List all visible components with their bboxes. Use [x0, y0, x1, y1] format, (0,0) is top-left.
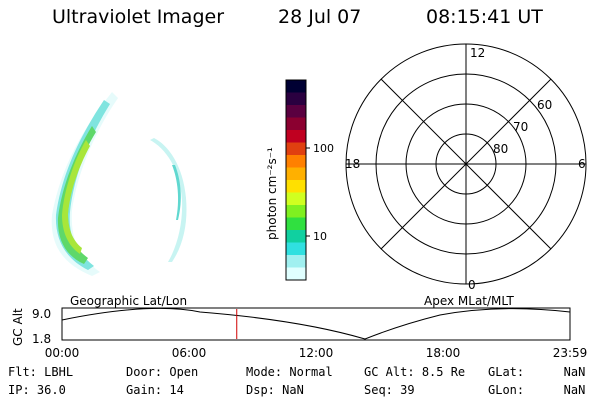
colorbar-swatch: [286, 117, 306, 131]
timeline-x-tick: 12:00: [299, 346, 334, 360]
orbit-altitude-curve: [61, 307, 571, 340]
timeline-left-title: Geographic Lat/Lon: [70, 294, 187, 308]
status-flt: Flt: LBHL: [8, 365, 73, 379]
status-flt-value: LBHL: [44, 365, 74, 379]
status-glon-label: GLon:: [488, 383, 525, 397]
status-flt-label: Flt:: [8, 365, 37, 379]
instrument-title: Ultraviolet Imager: [52, 6, 225, 28]
mlt-label-0: 0: [468, 278, 476, 292]
status-mode-label: Mode:: [246, 365, 283, 379]
status-mode: Mode: Normal: [246, 365, 333, 379]
colorbar-swatch: [286, 130, 306, 143]
timeline-y-tick: 1.8: [32, 332, 51, 346]
mlt-label-18: 18: [345, 157, 360, 171]
status-ip: IP: 36.0: [8, 383, 66, 397]
status-glon-value: NaN: [563, 383, 586, 397]
status-gc-alt-value: 8.5 Re: [421, 365, 466, 379]
timeline-x-ticks: 00:00 06:00 12:00 18:00 23:59: [45, 346, 588, 360]
mlt-label-6: 6: [578, 157, 586, 171]
status-gc-alt: GC Alt: 8.5 Re: [364, 365, 465, 379]
status-seq-value: 39: [400, 383, 415, 397]
colorbar-swatch: [286, 80, 306, 93]
lat-label-70: 70: [513, 120, 528, 134]
colorbar-swatch: [286, 180, 306, 193]
status-dsp: Dsp: NaN: [246, 383, 304, 397]
status-gc-alt-label: GC Alt:: [364, 365, 415, 379]
time-label: 08:15:41 UT: [426, 6, 543, 28]
status-seq: Seq: 39: [364, 383, 415, 397]
colorbar-swatch: [286, 267, 306, 281]
timeline-x-tick: 23:59: [553, 346, 588, 360]
timeline-x-tick: 00:00: [45, 346, 80, 360]
status-seq-label: Seq:: [364, 383, 393, 397]
timeline-y-tick: 9.0: [32, 307, 51, 321]
status-glat-label: GLat:: [488, 365, 525, 379]
timeline-x-tick: 06:00: [172, 346, 207, 360]
colorbar-swatch: [286, 242, 306, 256]
lat-label-80: 80: [493, 142, 508, 156]
colorbar-swatches: [286, 80, 306, 281]
colorbar-swatch: [286, 192, 306, 206]
status-glon: GLon: NaN: [488, 383, 585, 397]
mlt-label-12: 12: [470, 46, 485, 60]
colorbar-unit-label: photon cm⁻²s⁻¹: [265, 147, 279, 240]
colorbar-tick-label: 10: [313, 230, 327, 243]
auroral-oval-arc: [51, 92, 118, 276]
status-ip-label: IP:: [8, 383, 30, 397]
colorbar-swatch: [286, 230, 306, 243]
status-door: Door: Open: [126, 365, 198, 379]
colorbar-swatch: [286, 255, 306, 268]
status-dsp-label: Dsp:: [246, 383, 275, 397]
status-gain: Gain: 14: [126, 383, 184, 397]
colorbar-swatch: [286, 217, 306, 231]
colorbar-frame: [285, 79, 307, 281]
lat-label-60: 60: [537, 98, 552, 112]
status-glat-value: NaN: [563, 365, 586, 379]
status-door-value: Open: [169, 365, 199, 379]
status-ip-value: 36.0: [36, 383, 66, 397]
timeline-right-title: Apex MLat/MLT: [424, 294, 514, 308]
colorbar-swatch: [286, 142, 306, 156]
colorbar-swatch: [286, 92, 306, 106]
status-mode-value: Normal: [289, 365, 333, 379]
colorbar-swatch: [286, 167, 306, 181]
timeline-x-tick: 18:00: [426, 346, 461, 360]
status-glat: GLat: NaN: [488, 365, 585, 379]
polar-diagonal-2: [380, 78, 552, 250]
status-door-label: Door:: [126, 365, 163, 379]
timeline-frame: [61, 307, 571, 341]
colorbar-tick-label: 100: [313, 142, 334, 155]
status-gain-value: 14: [169, 383, 184, 397]
status-gain-label: Gain:: [126, 383, 163, 397]
status-dsp-value: NaN: [282, 383, 304, 397]
colorbar-swatch: [286, 205, 306, 218]
auroral-spot: [150, 138, 187, 262]
colorbar-swatch: [286, 105, 306, 118]
date-label: 28 Jul 07: [278, 6, 362, 28]
timeline-y-axis-label: GC Alt: [11, 308, 25, 346]
colorbar-swatch: [286, 155, 306, 168]
